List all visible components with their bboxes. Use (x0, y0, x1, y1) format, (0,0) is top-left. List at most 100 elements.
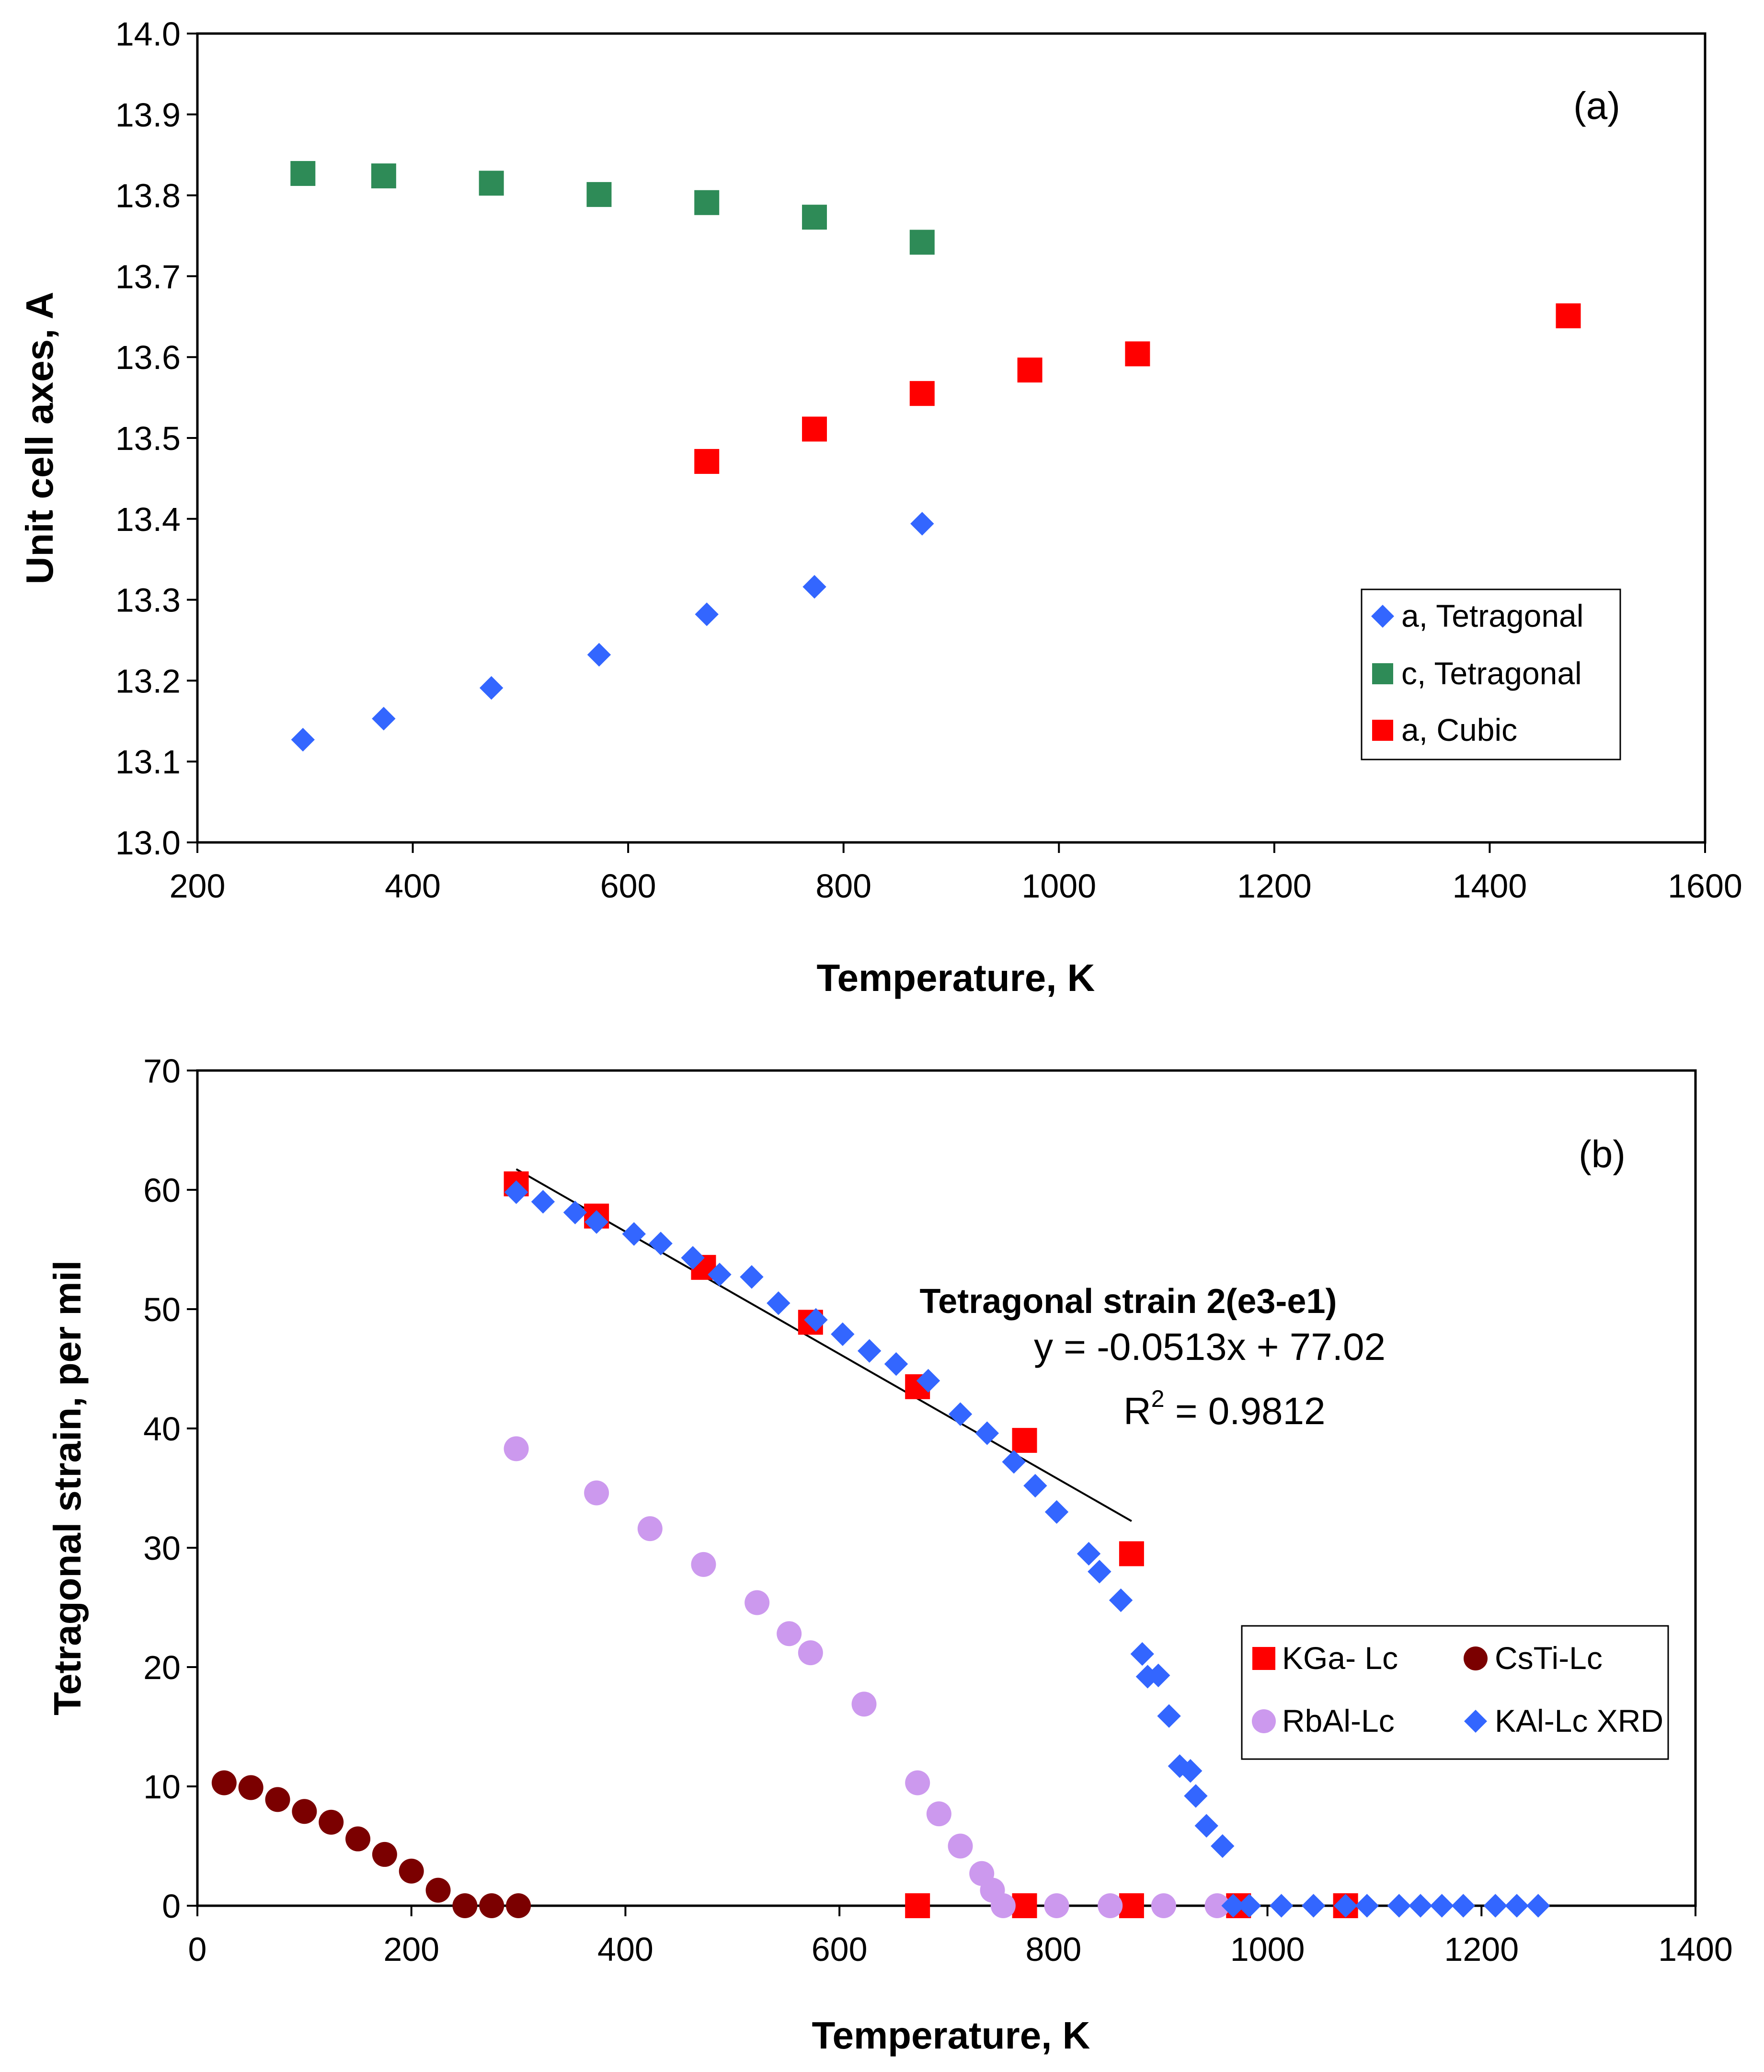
y-tick-label: 13.5 (115, 420, 181, 457)
data-point (506, 1893, 531, 1918)
data-point (1012, 1428, 1037, 1453)
y-axis-label-a: Unit cell axes, A (18, 292, 61, 585)
y-axis-label-b: Tetragonal strain, per mil (46, 1260, 89, 1715)
y-tick-label: 70 (143, 1052, 181, 1090)
data-point (479, 171, 504, 196)
data-point (1125, 341, 1150, 366)
data-point (852, 1692, 877, 1716)
data-point (504, 1436, 529, 1461)
y-tick-label: 20 (143, 1649, 181, 1686)
figure-background (0, 0, 1764, 2072)
data-point (638, 1516, 663, 1541)
data-point (798, 1640, 823, 1665)
x-tick-label: 1000 (1021, 867, 1096, 905)
x-tick-label: 200 (383, 1931, 439, 1968)
y-tick-label: 60 (143, 1172, 181, 1209)
data-point (479, 1893, 504, 1918)
legend-marker-csti (1464, 1646, 1488, 1670)
trendline-equation: y = -0.0513x + 77.02 (1034, 1325, 1386, 1368)
data-point (212, 1771, 237, 1796)
data-point (371, 163, 396, 188)
x-tick-label: 1400 (1658, 1931, 1733, 1968)
trendline-title: Tetragonal strain 2(e3-e1) (920, 1282, 1337, 1321)
y-tick-label: 0 (162, 1888, 181, 1925)
x-tick-label: 600 (600, 867, 656, 905)
data-point (452, 1893, 477, 1918)
x-tick-label: 400 (597, 1931, 653, 1968)
y-tick-label: 10 (143, 1768, 181, 1806)
legend-marker-rbal (1252, 1709, 1276, 1733)
data-point (1151, 1893, 1176, 1918)
data-point (910, 381, 935, 406)
y-tick-label: 13.6 (115, 339, 181, 376)
legend-label-c-tetragonal: c, Tetragonal (1401, 656, 1582, 691)
r2-prefix: R (1123, 1390, 1151, 1432)
legend-marker-c-tetragonal (1372, 663, 1393, 684)
x-axis-label-a: Temperature, K (817, 956, 1095, 999)
legend-label-csti: CsTi-Lc (1495, 1640, 1603, 1676)
data-point (1012, 1893, 1037, 1918)
data-point (345, 1827, 370, 1852)
data-point (1098, 1893, 1123, 1918)
r2-superscript: 2 (1151, 1385, 1165, 1412)
data-point (584, 1480, 609, 1505)
data-point (586, 182, 611, 207)
data-point (1044, 1893, 1069, 1918)
legend-label-kga: KGa- Lc (1282, 1640, 1398, 1676)
data-point (1119, 1541, 1144, 1566)
r2-value: = 0.9812 (1165, 1390, 1326, 1432)
y-tick-label: 13.4 (115, 501, 181, 538)
y-tick-label: 13.0 (115, 824, 181, 862)
x-tick-label: 800 (815, 867, 871, 905)
x-tick-label: 0 (188, 1931, 207, 1968)
legend-label-rbal: RbAl-Lc (1282, 1703, 1395, 1738)
legend-label-a-tetragonal: a, Tetragonal (1401, 598, 1583, 633)
x-tick-label: 800 (1025, 1931, 1081, 1968)
x-tick-label: 1600 (1668, 867, 1742, 905)
y-tick-label: 30 (143, 1530, 181, 1567)
data-point (1018, 357, 1042, 382)
panel-label-b: (b) (1579, 1133, 1626, 1175)
x-axis-label-b: Temperature, K (812, 2014, 1090, 2057)
y-tick-label: 13.8 (115, 177, 181, 215)
x-tick-label: 1000 (1230, 1931, 1305, 1968)
legend-b: KGa- Lc CsTi-Lc RbAl-Lc KAl-Lc XRD (1242, 1626, 1668, 1759)
y-tick-label: 40 (143, 1410, 181, 1448)
legend-label-kal: KAl-Lc XRD (1495, 1703, 1663, 1738)
data-point (399, 1859, 424, 1884)
data-point (1119, 1893, 1144, 1918)
data-point (910, 230, 935, 255)
legend-marker-a-cubic (1372, 720, 1393, 741)
y-tick-label: 13.2 (115, 662, 181, 700)
data-point (694, 190, 719, 215)
chart-figure: 13.0 13.1 13.2 13.3 13.4 13.5 13.6 13.7 13.8 13.9… (0, 0, 1764, 2072)
legend-marker-kga (1252, 1647, 1275, 1670)
y-tick-label: 13.3 (115, 582, 181, 619)
x-tick-label: 1200 (1444, 1931, 1519, 1968)
y-tick-label: 50 (143, 1291, 181, 1328)
x-tick-label: 200 (170, 867, 226, 905)
data-point (905, 1893, 930, 1918)
y-tick-label: 13.1 (115, 743, 181, 781)
data-point (372, 1842, 397, 1867)
data-point (777, 1621, 802, 1646)
y-tick-label: 14.0 (115, 15, 181, 53)
data-point (802, 205, 827, 230)
data-point (745, 1590, 769, 1615)
data-point (927, 1801, 951, 1826)
data-point (991, 1893, 1016, 1918)
data-point (292, 1799, 317, 1824)
data-point (905, 1771, 930, 1796)
data-point (239, 1775, 263, 1800)
data-point (948, 1834, 973, 1859)
data-point (265, 1787, 290, 1812)
data-point (319, 1810, 344, 1835)
data-point (691, 1552, 716, 1577)
data-point (426, 1878, 451, 1903)
x-tick-label: 1200 (1237, 867, 1312, 905)
y-tick-label: 13.7 (115, 258, 181, 295)
legend-a: a, Tetragonal c, Tetragonal a, Cubic (1362, 589, 1620, 760)
data-point (802, 416, 827, 441)
data-point (290, 161, 315, 186)
y-tick-label: 13.9 (115, 96, 181, 134)
